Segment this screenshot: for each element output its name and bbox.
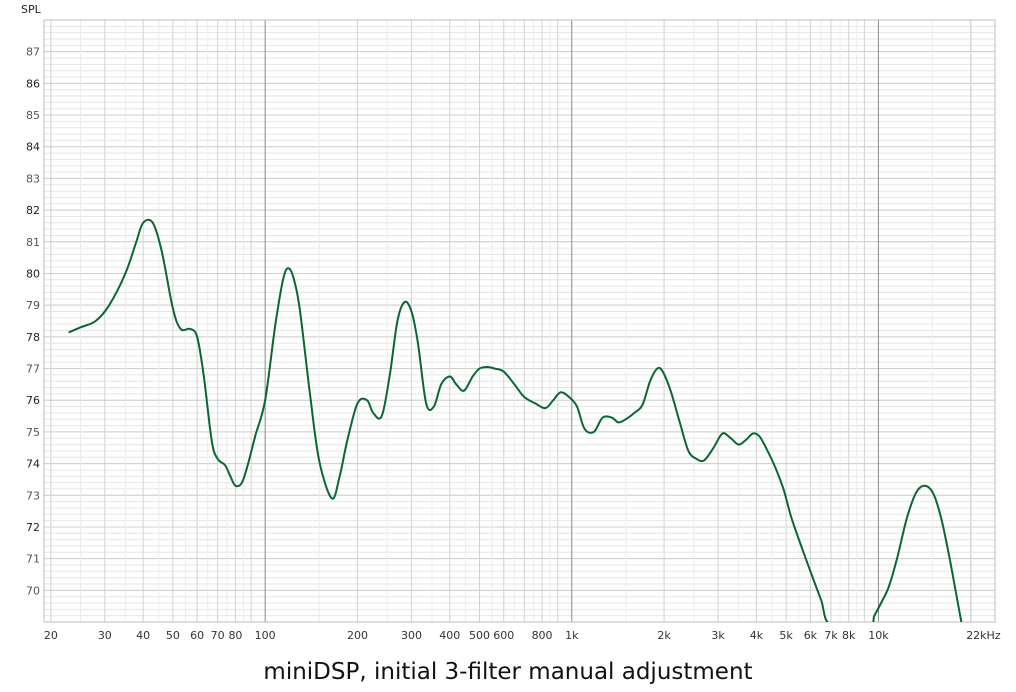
major-gridlines [264,20,879,622]
x-tick-label: 200 [347,629,368,642]
x-tick-label: 5k [779,629,793,642]
y-tick-label: 84 [26,141,40,154]
y-tick-label: 82 [26,204,40,217]
y-tick-label: 85 [26,109,40,122]
x-tick-label: 60 [190,629,204,642]
y-tick-label: 79 [26,299,40,312]
y-tick-label: 87 [26,46,40,59]
y-tick-label: 73 [26,489,40,502]
y-tick-label: 86 [26,77,40,90]
x-tick-label: 3k [711,629,725,642]
y-tick-label: 83 [26,172,40,185]
x-tick-label: 400 [439,629,460,642]
x-tick-label: 8k [842,629,856,642]
x-tick-label: 600 [493,629,514,642]
y-tick-label: 71 [26,553,40,566]
x-tick-label: 22kHz [966,629,1001,642]
x-tick-label: 40 [136,629,150,642]
y-tick-label: 70 [26,584,40,597]
y-tick-label: 76 [26,394,40,407]
plot-frame [43,19,996,623]
y-axis-label: SPL [21,3,42,16]
x-tick-label: 1k [565,629,579,642]
x-tick-label: 500 [469,629,490,642]
y-tick-label: 77 [26,363,40,376]
minor-gridlines [44,20,995,622]
x-tick-label: 300 [401,629,422,642]
x-tick-label: 4k [750,629,764,642]
y-tick-labels: 70 71 72 73 74 75 76 77 78 79 80 81 82 83 84 85 86 87 [26,46,40,598]
x-tick-label: 6k [804,629,818,642]
x-tick-label: 20 [44,629,58,642]
x-tick-labels: 20 30 40 50 60 70 80 100 200 300 400 500 600 800 1k 2k 3… [44,629,1001,642]
series-layer [68,218,963,622]
spl-curve-line [68,218,963,622]
x-tick-label: 800 [532,629,553,642]
chart-title: miniDSP, initial 3-filter manual adjustm… [263,659,752,685]
y-tick-label: 80 [26,267,40,280]
x-tick-label: 50 [166,629,180,642]
x-tick-label: 2k [657,629,671,642]
y-tick-label: 75 [26,426,40,439]
x-tick-label: 100 [255,629,276,642]
y-tick-label: 81 [26,236,40,249]
x-tick-label: 70 [211,629,225,642]
y-tick-label: 72 [26,521,40,534]
x-tick-label: 30 [98,629,112,642]
x-tick-label: 80 [228,629,242,642]
x-tick-label: 7k [824,629,838,642]
x-tick-label: 10k [868,629,889,642]
y-tick-label: 78 [26,331,40,344]
y-tick-label: 74 [26,458,40,471]
